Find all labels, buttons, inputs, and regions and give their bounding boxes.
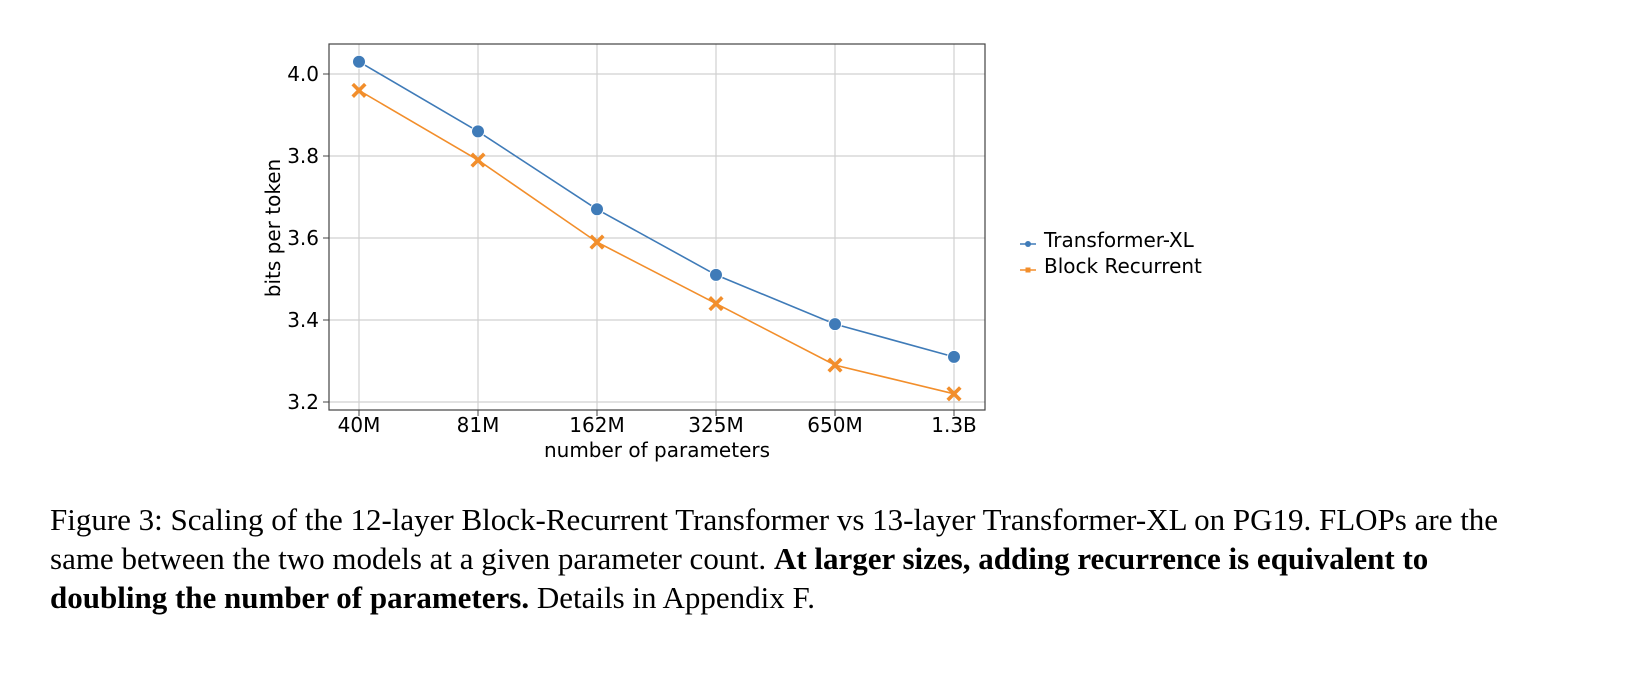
- x-tick-label: 325M: [688, 413, 743, 437]
- grid-lines: [329, 44, 985, 410]
- data-point-x: [470, 152, 486, 168]
- y-axis-label: bits per token: [261, 159, 285, 297]
- x-tick-label: 162M: [569, 413, 624, 437]
- data-series: [351, 54, 962, 402]
- y-tick-label: 4.0: [287, 62, 319, 86]
- data-point-x: [708, 296, 724, 312]
- y-tick-label: 3.4: [287, 308, 319, 332]
- y-tick-label: 3.8: [287, 144, 319, 168]
- caption-bold-text: At larger sizes, adding recurrence is eq…: [50, 541, 1429, 615]
- legend-label: Transformer-XL: [1043, 228, 1195, 252]
- x-axis-ticks: 40M 81M 162M 325M 650M 1.3B: [338, 410, 977, 437]
- x-tick-label: 81M: [457, 413, 500, 437]
- caption-text: Figure 3: Scaling of the 12-layer Block-…: [50, 502, 1499, 576]
- plot-frame: [328, 43, 986, 411]
- legend-label: Block Recurrent: [1044, 254, 1202, 278]
- data-point-circle: [471, 124, 485, 139]
- x-axis-label: number of parameters: [544, 438, 770, 462]
- data-point-x: [589, 234, 605, 250]
- caption-suffix: Details in Appendix F.: [529, 580, 816, 615]
- figure-caption: Figure 3: Scaling of the 12-layer Block-…: [50, 500, 1530, 617]
- data-point-circle: [828, 317, 842, 332]
- data-point-x: [946, 386, 962, 402]
- data-point-circle: [709, 267, 723, 282]
- data-point-x: [827, 357, 843, 373]
- y-tick-label: 3.2: [287, 390, 319, 414]
- data-point-x: [351, 82, 367, 98]
- x-tick-label: 1.3B: [931, 413, 977, 437]
- x-tick-label: 40M: [338, 413, 381, 437]
- data-point-circle: [590, 202, 604, 217]
- data-point-circle: [947, 349, 961, 364]
- y-axis-ticks: 3.2 3.4 3.6 3.8 4.0: [287, 62, 329, 414]
- line-chart: 3.2 3.4 3.6 3.8 4.0 40M 81M 162M 325M 650M 1.3B n…: [261, 43, 1202, 462]
- y-tick-label: 3.6: [287, 226, 319, 250]
- x-tick-label: 650M: [807, 413, 862, 437]
- data-point-circle: [352, 54, 366, 69]
